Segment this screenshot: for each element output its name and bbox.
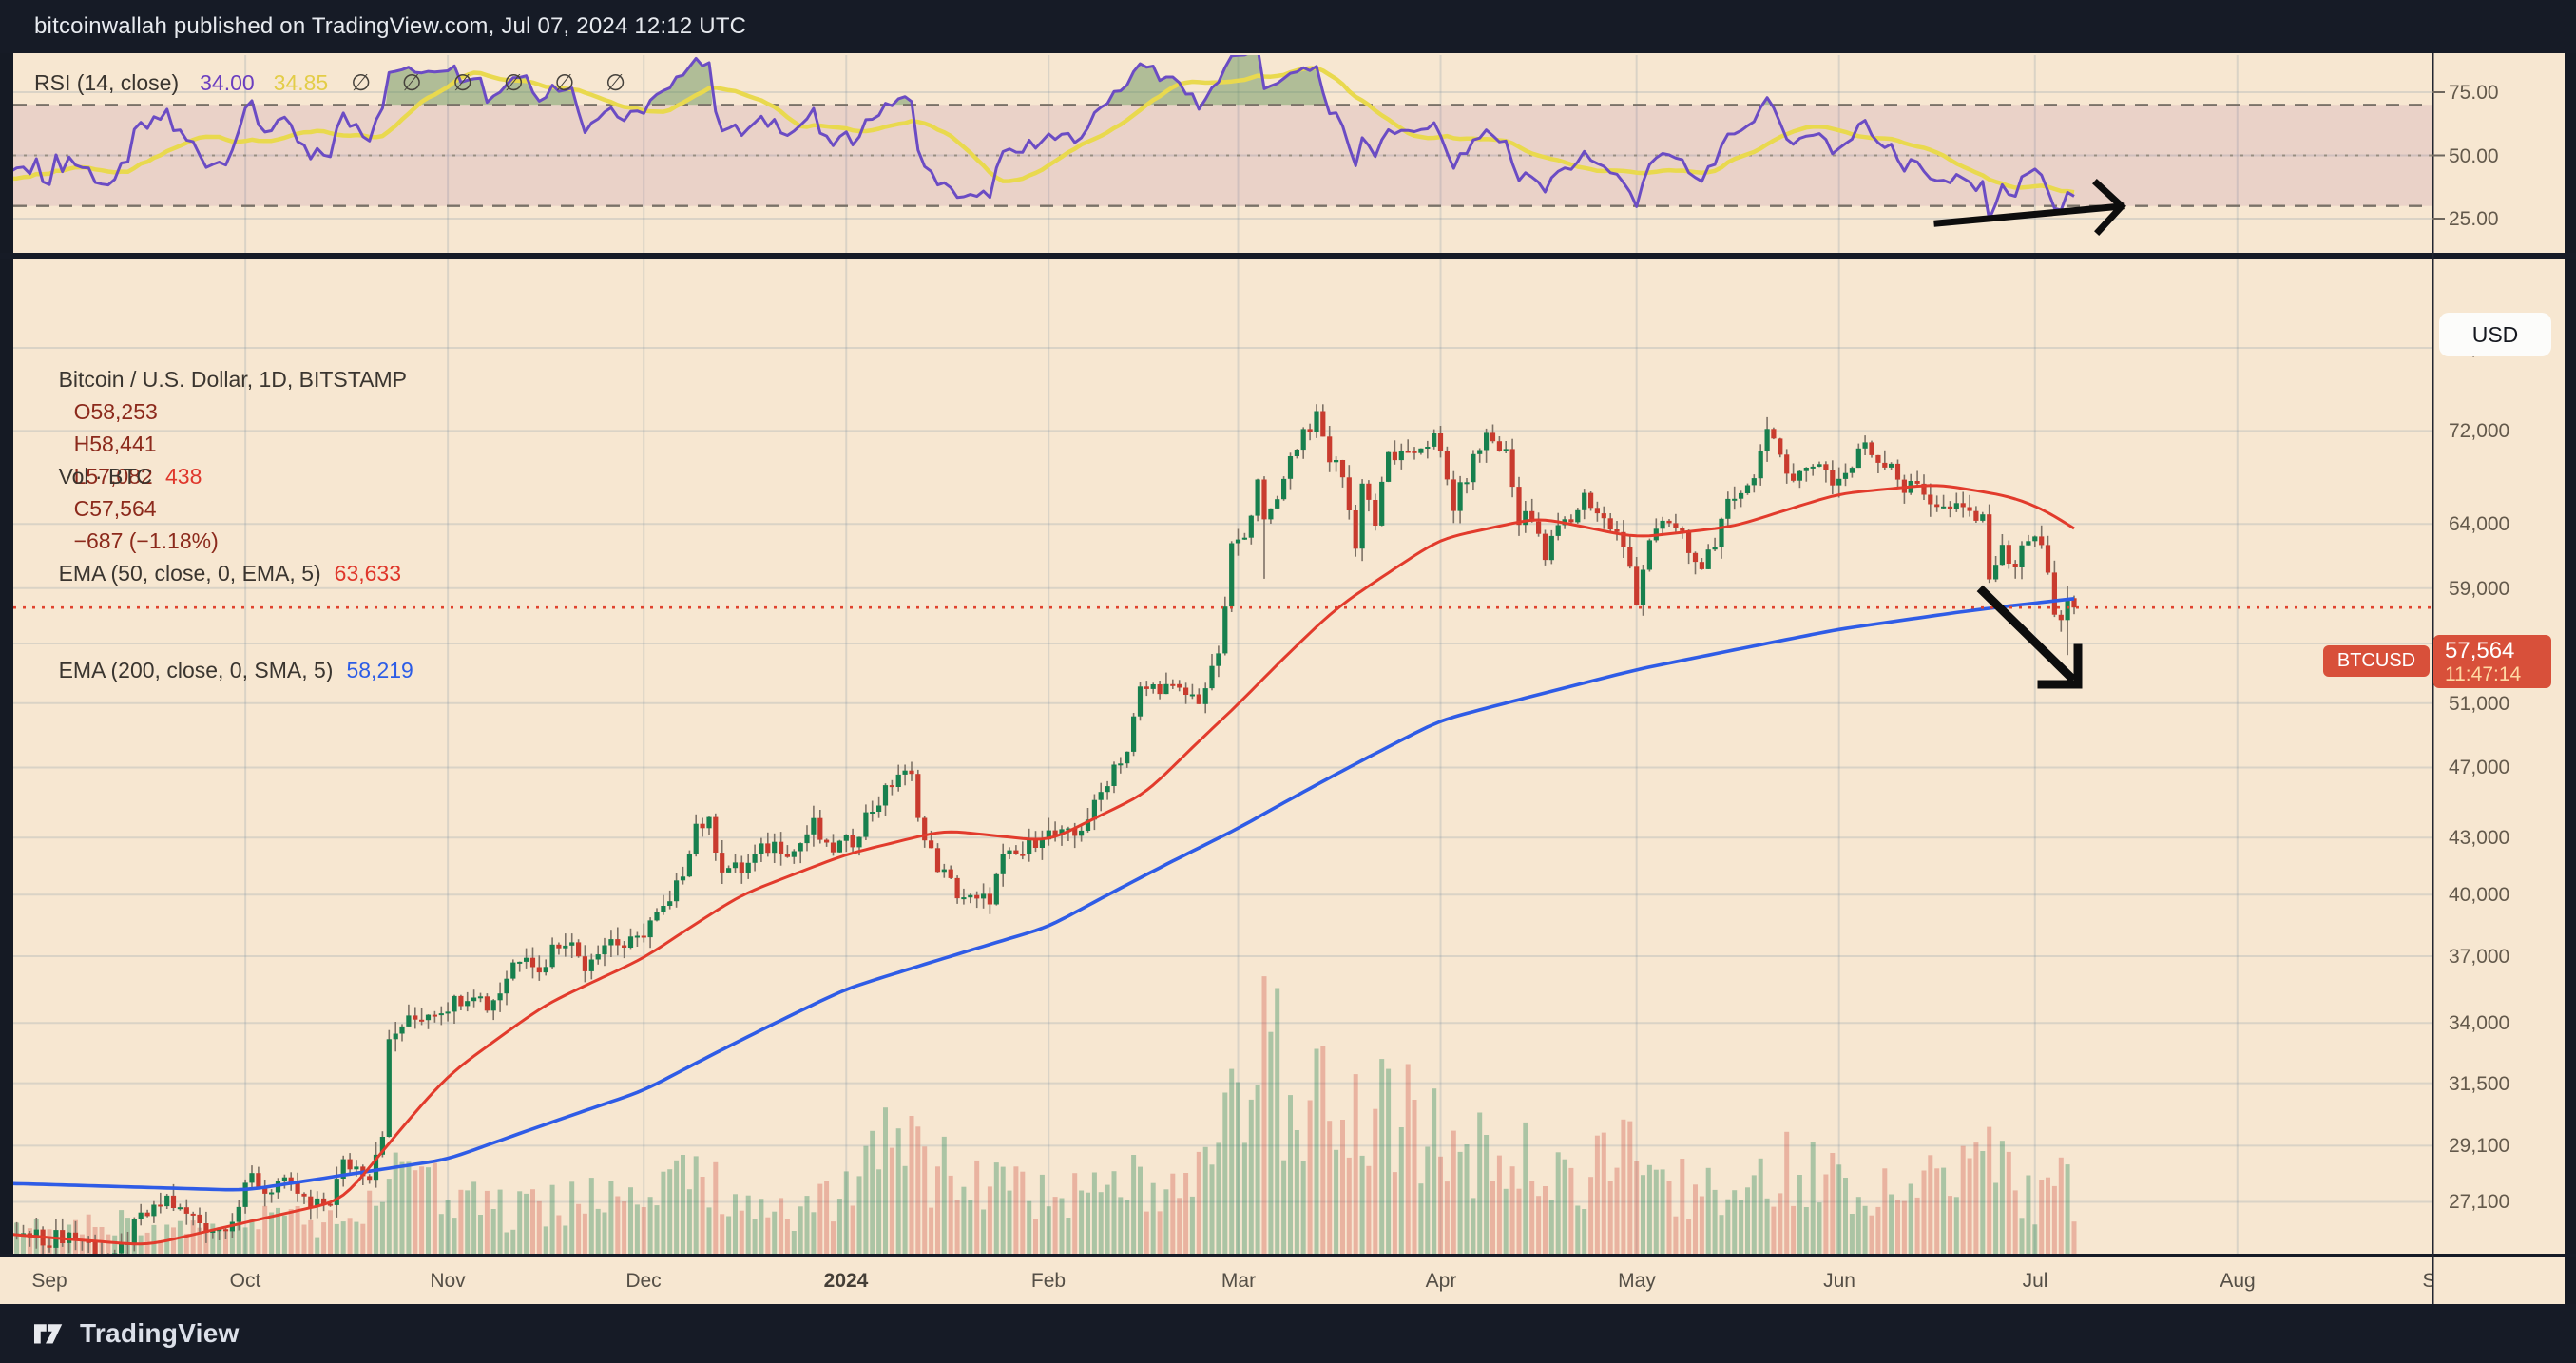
footer-bar: TradingView <box>0 1304 2576 1363</box>
svg-text:40,000: 40,000 <box>2449 884 2509 906</box>
svg-text:75.00: 75.00 <box>2449 82 2499 104</box>
svg-text:50.00: 50.00 <box>2449 145 2499 167</box>
svg-text:Sep: Sep <box>2422 1270 2457 1292</box>
svg-text:Jun: Jun <box>1823 1270 1855 1292</box>
rsi-ma-value: 34.85 <box>273 70 329 95</box>
symbol-ohlc-row: Bitcoin / U.S. Dollar, 1D, BITSTAMP O58,… <box>58 367 407 553</box>
ema200-legend-row: EMA (200, close, 0, SMA, 5) 58,219 <box>58 658 413 682</box>
svg-text:47,000: 47,000 <box>2449 757 2509 778</box>
tradingview-brand-text[interactable]: TradingView <box>80 1318 240 1348</box>
svg-text:Mar: Mar <box>1221 1270 1256 1292</box>
chart-canvas[interactable]: 80,00072,00064,00059,00055,00051,00047,0… <box>0 53 2576 1304</box>
symbol-title: Bitcoin / U.S. Dollar, 1D, BITSTAMP <box>58 367 407 392</box>
pane-separators <box>0 53 2576 1304</box>
svg-text:37,000: 37,000 <box>2449 946 2509 968</box>
publish-text: bitcoinwallah published on TradingView.c… <box>34 13 747 39</box>
svg-text:43,000: 43,000 <box>2449 827 2509 849</box>
rsi-legend-title: RSI (14, close) <box>34 70 180 95</box>
svg-text:2024: 2024 <box>824 1270 869 1292</box>
svg-text:Jul: Jul <box>2023 1270 2048 1292</box>
volume-legend-row: Vol · BTC 438 <box>58 464 202 489</box>
svg-text:34,000: 34,000 <box>2449 1012 2509 1034</box>
svg-text:51,000: 51,000 <box>2449 693 2509 715</box>
svg-text:59,000: 59,000 <box>2449 578 2509 600</box>
svg-text:Oct: Oct <box>230 1270 261 1292</box>
rsi-legend: RSI (14, close) 34.00 34.85 ∅ ∅ ∅ ∅ ∅ ∅ <box>34 69 638 97</box>
svg-text:Aug: Aug <box>2220 1270 2255 1292</box>
current-price-value: 57,564 <box>2445 638 2515 664</box>
price-axis[interactable]: 80,00072,00064,00059,00055,00051,00047,0… <box>2432 82 2509 1213</box>
change-value: −687 (−1.18%) <box>73 528 219 553</box>
svg-text:72,000: 72,000 <box>2449 420 2509 442</box>
symbol-legend: Bitcoin / U.S. Dollar, 1D, BITSTAMP O58,… <box>34 266 413 686</box>
svg-text:64,000: 64,000 <box>2449 513 2509 535</box>
pane-backgrounds <box>0 53 2565 1304</box>
bar-countdown: 11:47:14 <box>2445 663 2522 686</box>
current-price-tag: 57,564 11:47:14 <box>2433 635 2551 689</box>
ema50-value: 63,633 <box>334 561 402 586</box>
drawn-arrow-annotations <box>1933 179 2126 689</box>
svg-text:Apr: Apr <box>1426 1270 1457 1292</box>
ema50-legend-row: EMA (50, close, 0, EMA, 5) 63,633 <box>58 561 402 586</box>
svg-text:29,100: 29,100 <box>2449 1135 2509 1157</box>
svg-text:27,100: 27,100 <box>2449 1191 2509 1213</box>
svg-text:Nov: Nov <box>430 1270 466 1292</box>
rsi-empty-markers: ∅ ∅ ∅ ∅ ∅ ∅ <box>351 70 639 96</box>
svg-text:Sep: Sep <box>31 1270 67 1292</box>
svg-text:31,500: 31,500 <box>2449 1073 2509 1095</box>
main-price-pane[interactable] <box>4 404 2432 1268</box>
ema200-value: 58,219 <box>346 658 413 682</box>
svg-text:May: May <box>1618 1270 1656 1292</box>
btcusd-symbol-tag: BTCUSD <box>2323 645 2430 678</box>
svg-text:25.00: 25.00 <box>2449 208 2499 230</box>
rsi-value: 34.00 <box>200 70 255 95</box>
rsi-pane[interactable] <box>4 53 2432 221</box>
tradingview-logo-icon[interactable] <box>32 1319 65 1348</box>
currency-toggle-usd[interactable]: USD <box>2439 313 2551 356</box>
time-axis[interactable]: Sep Oct Nov Dec 2024 Feb Mar Apr May Jun Jul Aug Sep <box>31 1270 2457 1292</box>
publish-bar: bitcoinwallah published on TradingView.c… <box>0 0 2576 53</box>
svg-text:Feb: Feb <box>1031 1270 1066 1292</box>
svg-text:Dec: Dec <box>625 1270 661 1292</box>
volume-value: 438 <box>164 464 202 489</box>
